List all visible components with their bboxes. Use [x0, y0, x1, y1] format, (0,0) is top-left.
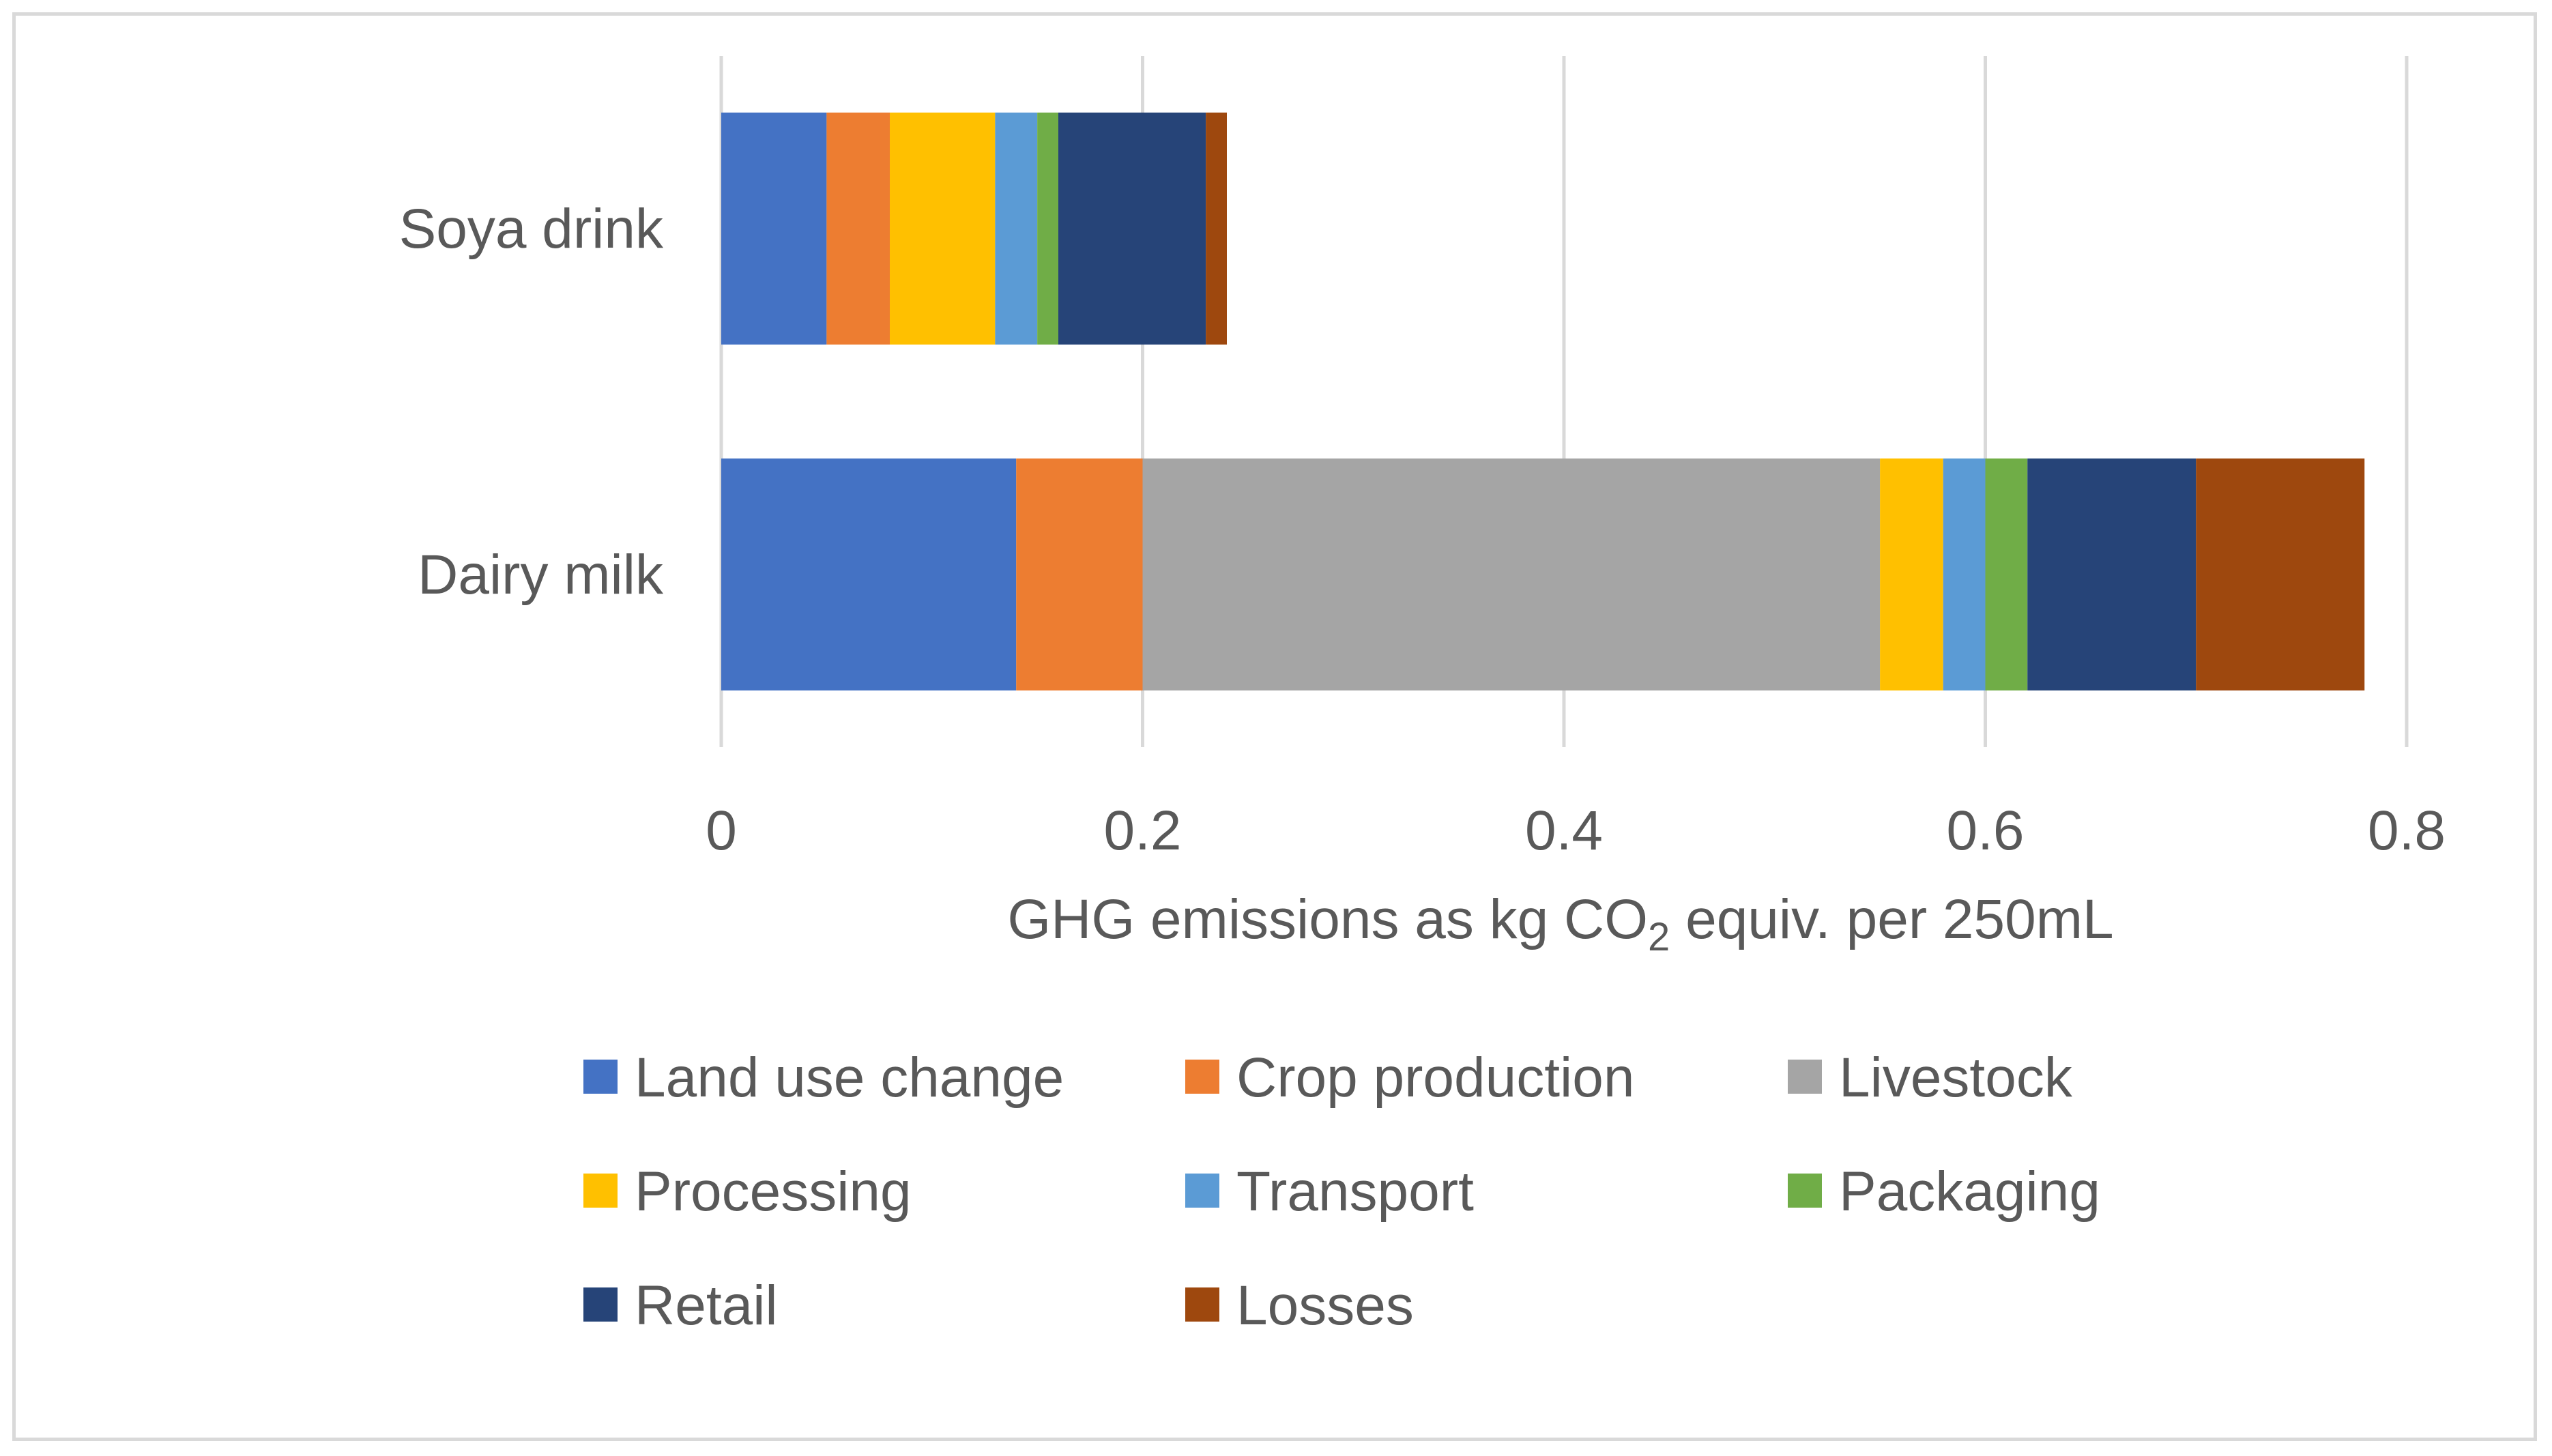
legend-label-1: Crop production: [1236, 1047, 1634, 1109]
legend-swatch-2: [1788, 1060, 1822, 1094]
legend-swatch-7: [1185, 1287, 1219, 1322]
x-axis-ticks: 0 0.2 0.4 0.6 0.8: [706, 800, 2446, 862]
bar-segment-0-5: [1037, 113, 1058, 345]
bar-segment-1-6: [2027, 458, 2196, 690]
legend-swatch-5: [1788, 1174, 1822, 1208]
bar-segment-0-3: [890, 113, 996, 345]
x-tick-label-3: 0.6: [1947, 800, 2025, 862]
x-axis-title-rest: equiv. per 250mL: [1670, 888, 2113, 950]
category-label-1: Dairy milk: [418, 544, 664, 606]
bars: [721, 113, 2365, 690]
x-tick-label-0: 0: [706, 800, 737, 862]
bar-segment-1-3: [1880, 458, 1943, 690]
legend-label-7: Losses: [1236, 1275, 1414, 1337]
x-tick-label-4: 0.8: [2368, 800, 2446, 862]
bar-segment-0-7: [1206, 113, 1227, 345]
legend-swatch-4: [1185, 1174, 1219, 1208]
legend-swatch-1: [1185, 1060, 1219, 1094]
legend: Land use change Crop production Livestock P…: [583, 1047, 2100, 1337]
x-axis-title: GHG emissions as kg CO2 equiv. per 250mL: [1007, 888, 2113, 959]
legend-swatch-0: [583, 1060, 618, 1094]
x-tick-label-1: 0.2: [1104, 800, 1182, 862]
bar-segment-1-5: [1985, 458, 2028, 690]
bar-segment-0-1: [826, 113, 890, 345]
legend-swatch-6: [583, 1287, 618, 1322]
x-tick-label-2: 0.4: [1525, 800, 1603, 862]
category-label-0: Soya drink: [399, 198, 664, 260]
bar-segment-0-0: [721, 113, 827, 345]
legend-label-2: Livestock: [1839, 1047, 2073, 1109]
bar-segment-1-2: [1142, 458, 1881, 690]
chart-frame: [12, 12, 2537, 1441]
bar-segment-0-4: [995, 113, 1038, 345]
legend-swatch-3: [583, 1174, 618, 1208]
bar-segment-1-1: [1016, 458, 1143, 690]
legend-label-6: Retail: [635, 1275, 778, 1337]
bar-segment-0-6: [1058, 113, 1206, 345]
legend-label-4: Transport: [1236, 1161, 1474, 1223]
y-axis: Soya drink Dairy milk: [399, 198, 664, 606]
bar-segment-1-4: [1943, 458, 1986, 690]
x-axis-title-main: GHG emissions as kg CO: [1007, 888, 1648, 950]
bar-segment-1-0: [721, 458, 1017, 690]
legend-label-5: Packaging: [1839, 1161, 2100, 1223]
x-axis-title-subscript: 2: [1648, 915, 1670, 959]
legend-label-0: Land use change: [635, 1047, 1064, 1109]
legend-label-3: Processing: [635, 1161, 912, 1223]
bar-segment-1-7: [2196, 458, 2365, 690]
